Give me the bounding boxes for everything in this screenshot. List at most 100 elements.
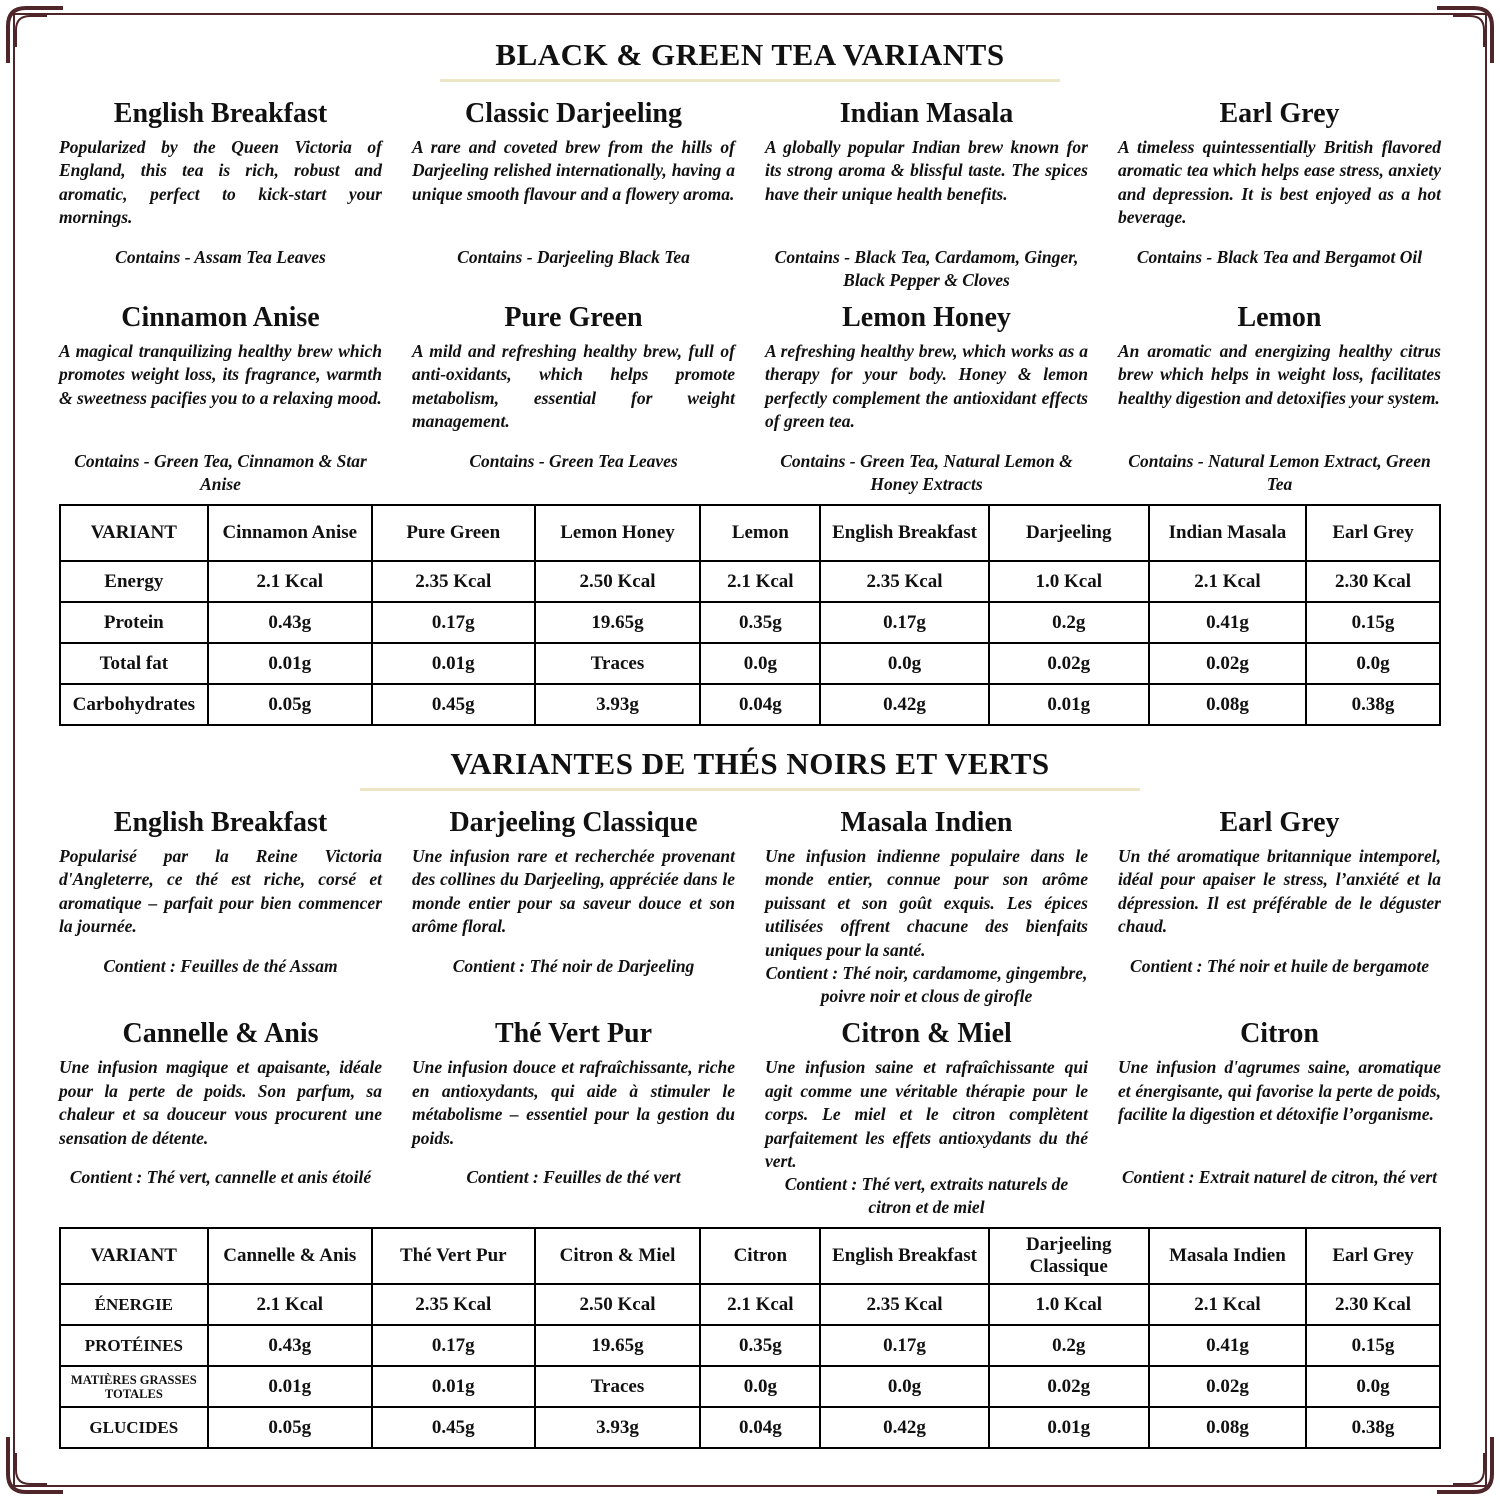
table-cell: 3.93g <box>533 1406 702 1450</box>
table-column-header: Masala Indien <box>1147 1227 1308 1286</box>
tea-contains: Contient : Thé vert, extraits naturels d… <box>784 1174 1069 1218</box>
tea-name: Cannelle & Anis <box>122 1018 319 1050</box>
tea-card: Thé Vert Pur Une infusion douce et rafra… <box>412 1018 735 1221</box>
tea-contains: Contains - Assam Tea Leaves <box>115 247 326 267</box>
table-cell: 2.50 Kcal <box>533 560 702 603</box>
table-cell: 0.17g <box>370 601 536 644</box>
table-column-header: Darjeeling <box>987 504 1150 562</box>
table-corner-header: VARIANT <box>59 504 209 562</box>
tea-description: A rare and coveted brew from the hills o… <box>412 137 735 204</box>
table-row: ÉNERGIE 2.1 Kcal 2.35 Kcal 2.50 Kcal 2.1… <box>59 1283 1441 1327</box>
tea-name: Earl Grey <box>1219 98 1340 129</box>
tea-contains: Contient : Feuilles de thé Assam <box>103 956 338 976</box>
table-cell: 2.1 Kcal <box>699 1283 822 1327</box>
table-cell: 2.35 Kcal <box>370 560 536 603</box>
table-cell: 0.41g <box>1147 601 1308 644</box>
tea-name: Pure Green <box>504 302 643 333</box>
table-cell: 0.08g <box>1147 1406 1308 1450</box>
tea-name: Cinnamon Anise <box>121 302 320 333</box>
table-cell: 2.1 Kcal <box>1147 1283 1308 1327</box>
tea-description: A magical tranquilizing healthy brew whi… <box>59 341 382 408</box>
table-cell: 0.0g <box>819 642 990 685</box>
table-cell: 2.35 Kcal <box>819 560 990 603</box>
table-cell: 0.02g <box>1147 642 1308 685</box>
table-column-header: Darjeeling Classique <box>987 1227 1150 1286</box>
table-corner-header: VARIANT <box>59 1227 209 1286</box>
tea-contains: Contains - Darjeeling Black Tea <box>457 247 690 267</box>
table-cell: 0.08g <box>1147 683 1308 726</box>
tea-description: A refreshing healthy brew, which works a… <box>765 341 1088 432</box>
tea-grid-english: English Breakfast Popularized by the Que… <box>59 98 1441 498</box>
table-cell: 0.01g <box>206 642 373 685</box>
table-column-header: Indian Masala <box>1147 504 1308 562</box>
tea-grid-french: English Breakfast Popularisé par la Rein… <box>59 807 1441 1221</box>
table-row-label: ÉNERGIE <box>59 1283 209 1327</box>
tea-contains: Contient : Thé noir, cardamome, gingembr… <box>765 963 1088 1006</box>
table-cell: 0.15g <box>1305 1324 1441 1368</box>
table-cell: 2.30 Kcal <box>1305 1283 1441 1327</box>
table-cell: 0.15g <box>1305 601 1441 644</box>
table-column-header: Citron <box>699 1227 822 1286</box>
tea-card: English Breakfast Popularisé par la Rein… <box>59 807 382 1010</box>
table-header-row: VARIANT Cannelle & Anis Thé Vert Pur Cit… <box>59 1227 1441 1286</box>
table-cell: 0.45g <box>370 683 536 726</box>
tea-description: A globally popular Indian brew known for… <box>765 137 1088 204</box>
tea-name: Indian Masala <box>839 98 1014 129</box>
tea-card: Lemon Honey A refreshing healthy brew, w… <box>765 302 1088 498</box>
tea-card: Citron Une infusion d'agrumes saine, aro… <box>1118 1018 1441 1221</box>
tea-card: English Breakfast Popularized by the Que… <box>59 98 382 294</box>
tea-description: Une infusion saine et rafraîchissante qu… <box>765 1057 1088 1171</box>
title-underline <box>440 79 1060 82</box>
table-row-label: Energy <box>59 560 209 603</box>
section-title-english: BLACK & GREEN TEA VARIANTS <box>495 37 1005 72</box>
table-row: GLUCIDES 0.05g 0.45g 3.93g 0.04g 0.42g 0… <box>59 1406 1441 1450</box>
table-row-label: Total fat <box>59 642 209 685</box>
table-cell: 2.35 Kcal <box>819 1283 990 1327</box>
table-cell: 0.05g <box>206 683 373 726</box>
table-cell: 0.0g <box>819 1365 990 1409</box>
table-cell: 0.0g <box>699 1365 822 1409</box>
table-header-row: VARIANT Cinnamon Anise Pure Green Lemon … <box>59 504 1441 562</box>
tea-description: Popularisé par la Reine Victoria d'Angle… <box>59 846 382 937</box>
table-column-header: English Breakfast <box>819 504 990 562</box>
nutrition-table-french: VARIANT Cannelle & Anis Thé Vert Pur Cit… <box>59 1227 1441 1450</box>
tea-contains: Contains - Green Tea, Cinnamon & Star An… <box>74 451 367 494</box>
tea-description: Une infusion d'agrumes saine, aromatique… <box>1118 1057 1441 1125</box>
table-cell: 0.35g <box>699 601 822 644</box>
table-cell: 2.35 Kcal <box>370 1283 536 1327</box>
table-row: Energy 2.1 Kcal 2.35 Kcal 2.50 Kcal 2.1 … <box>59 560 1441 603</box>
tea-card: Earl Grey A timeless quintessentially Br… <box>1118 98 1441 294</box>
table-row-label: Carbohydrates <box>59 683 209 726</box>
tea-name: Masala Indien <box>840 807 1013 838</box>
table-row: MATIÈRES GRASSES TOTALES 0.01g 0.01g Tra… <box>59 1365 1441 1409</box>
frame-corner-ornament <box>6 1437 63 1494</box>
tea-name: Earl Grey <box>1219 807 1340 838</box>
table-cell: 0.02g <box>987 1365 1150 1409</box>
tea-card: Citron & Miel Une infusion saine et rafr… <box>765 1018 1088 1221</box>
table-column-header: Cinnamon Anise <box>206 504 373 562</box>
table-column-header: English Breakfast <box>819 1227 990 1286</box>
tea-contains: Contient : Thé noir et huile de bergamot… <box>1130 956 1429 976</box>
table-cell: 0.04g <box>699 1406 822 1450</box>
table-cell: 2.50 Kcal <box>533 1283 702 1327</box>
tea-card: Earl Grey Un thé aromatique britannique … <box>1118 807 1441 1010</box>
table-cell: 0.43g <box>206 1324 373 1368</box>
table-cell: 19.65g <box>533 1324 702 1368</box>
title-underline <box>360 788 1140 791</box>
table-cell: 1.0 Kcal <box>987 560 1150 603</box>
table-cell: 0.02g <box>1147 1365 1308 1409</box>
table-cell: 0.43g <box>206 601 373 644</box>
table-column-header: Earl Grey <box>1305 1227 1441 1286</box>
tea-name: Citron & Miel <box>841 1018 1012 1050</box>
table-row: PROTÉINES 0.43g 0.17g 19.65g 0.35g 0.17g… <box>59 1324 1441 1368</box>
table-cell: 0.2g <box>987 601 1150 644</box>
tea-contains: Contains - Green Tea, Natural Lemon & Ho… <box>780 451 1073 494</box>
table-column-header: Citron & Miel <box>533 1227 702 1286</box>
table-cell: 0.01g <box>370 642 536 685</box>
table-cell: 0.01g <box>370 1365 536 1409</box>
tea-contains: Contains - Black Tea, Cardamom, Ginger, … <box>774 247 1079 290</box>
tea-contains: Contient : Thé vert, cannelle et anis ét… <box>69 1167 372 1188</box>
table-cell: 19.65g <box>533 601 702 644</box>
table-cell: 0.42g <box>819 1406 990 1450</box>
tea-description: A mild and refreshing healthy brew, full… <box>412 341 735 432</box>
